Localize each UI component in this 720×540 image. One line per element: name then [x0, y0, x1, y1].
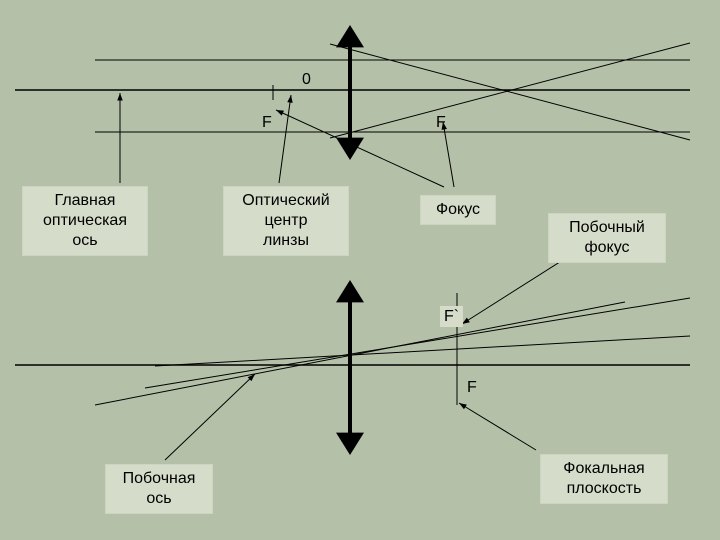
- label-secondary-focus-l1: Побочный: [557, 218, 657, 238]
- label-main-axis: Главная оптическая ось: [22, 186, 148, 256]
- label-secondary-axis-l1: Побочная: [114, 469, 204, 489]
- label-focal-plane-l1: Фокальная: [549, 459, 659, 479]
- sym-f-bottom: F: [467, 378, 477, 397]
- label-focal-plane: Фокальная плоскость: [540, 454, 668, 504]
- label-focus: Фокус: [420, 195, 496, 225]
- label-main-axis-l1: Главная: [31, 191, 139, 211]
- label-secondary-axis-l2: ось: [114, 489, 204, 509]
- label-secondary-focus-l2: фокус: [557, 238, 657, 258]
- sym-zero: 0: [302, 70, 311, 89]
- label-optical-center-l1: Оптический: [232, 191, 340, 211]
- label-main-axis-l2: оптическая: [31, 211, 139, 231]
- sym-f-left: F: [262, 113, 272, 132]
- sym-f-prime: F`: [440, 306, 463, 327]
- label-optical-center-l3: линзы: [232, 231, 340, 251]
- sym-f-right: F: [436, 113, 446, 132]
- label-optical-center-l2: центр: [232, 211, 340, 231]
- label-focus-text: Фокус: [436, 201, 480, 218]
- label-focal-plane-l2: плоскость: [549, 479, 659, 499]
- label-main-axis-l3: ось: [31, 231, 139, 251]
- label-secondary-axis: Побочная ось: [105, 464, 213, 514]
- label-secondary-focus: Побочный фокус: [548, 213, 666, 263]
- label-optical-center: Оптический центр линзы: [223, 186, 349, 256]
